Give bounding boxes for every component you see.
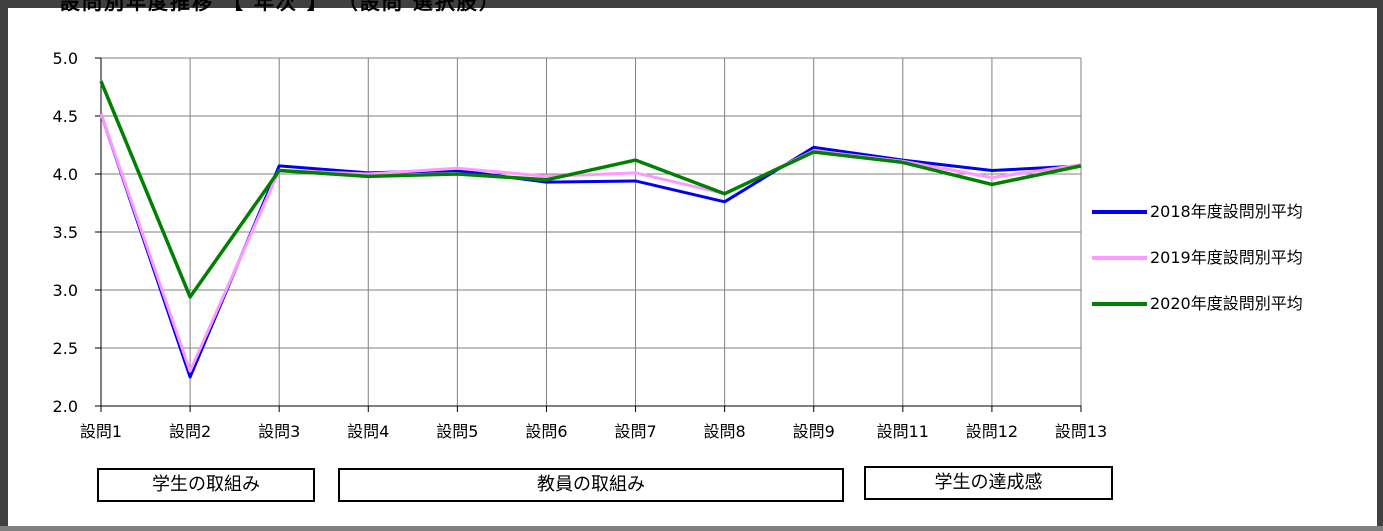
legend-label-2018: 2018年度設問別平均 [1150,202,1303,221]
y-tick-label: 4.0 [53,165,78,184]
legend-label-2020: 2020年度設問別平均 [1150,294,1303,313]
group-label-student-effort: 学生の取組み [97,468,315,502]
x-tick-label: 設問2 [169,422,211,441]
x-tick-label: 設問11 [877,422,929,441]
y-tick-label: 3.0 [53,281,78,300]
series-line-1 [99,113,1082,379]
frame-bottom-border [0,526,1383,531]
y-tick-label: 4.5 [53,107,78,126]
legend-item-2020: 2020年度設問別平均 [1092,288,1382,328]
legend-item-2019: 2019年度設問別平均 [1092,242,1382,282]
legend-swatch-2020 [1092,302,1147,306]
series-line-3 [99,80,1082,299]
frame-right-border [1377,0,1383,531]
frame-left-border [0,0,8,531]
x-tick-label: 設問8 [704,422,746,441]
y-tick-label: 5.0 [53,49,78,68]
x-tick-label: 設問6 [525,422,567,441]
y-tick-label: 3.5 [53,223,78,242]
x-tick-label: 設問7 [614,422,656,441]
x-tick-label: 設問9 [793,422,835,441]
frame-top-border [0,0,1383,8]
x-tick-label: 設問1 [80,422,122,441]
chart-legend: 2018年度設問別平均 2019年度設問別平均 2020年度設問別平均 [1092,196,1382,334]
legend-swatch-2019 [1092,256,1147,260]
chart-title: 設問別年度推移 【 年次 】 （設問 選択肢） [60,0,501,14]
y-tick-label: 2.0 [53,397,78,416]
legend-item-2018: 2018年度設問別平均 [1092,196,1382,236]
x-tick-label: 設問3 [258,422,300,441]
x-tick-label: 設問5 [436,422,478,441]
x-tick-label: 設問13 [1055,422,1107,441]
group-label-student-achievement: 学生の達成感 [864,466,1113,500]
series-line-2 [99,113,1082,373]
x-tick-label: 設問12 [966,422,1018,441]
x-tick-label: 設問4 [347,422,389,441]
group-label-teacher-effort: 教員の取組み [338,468,844,502]
legend-swatch-2018 [1092,210,1147,214]
legend-label-2019: 2019年度設問別平均 [1150,248,1303,267]
y-tick-label: 2.5 [53,339,78,358]
